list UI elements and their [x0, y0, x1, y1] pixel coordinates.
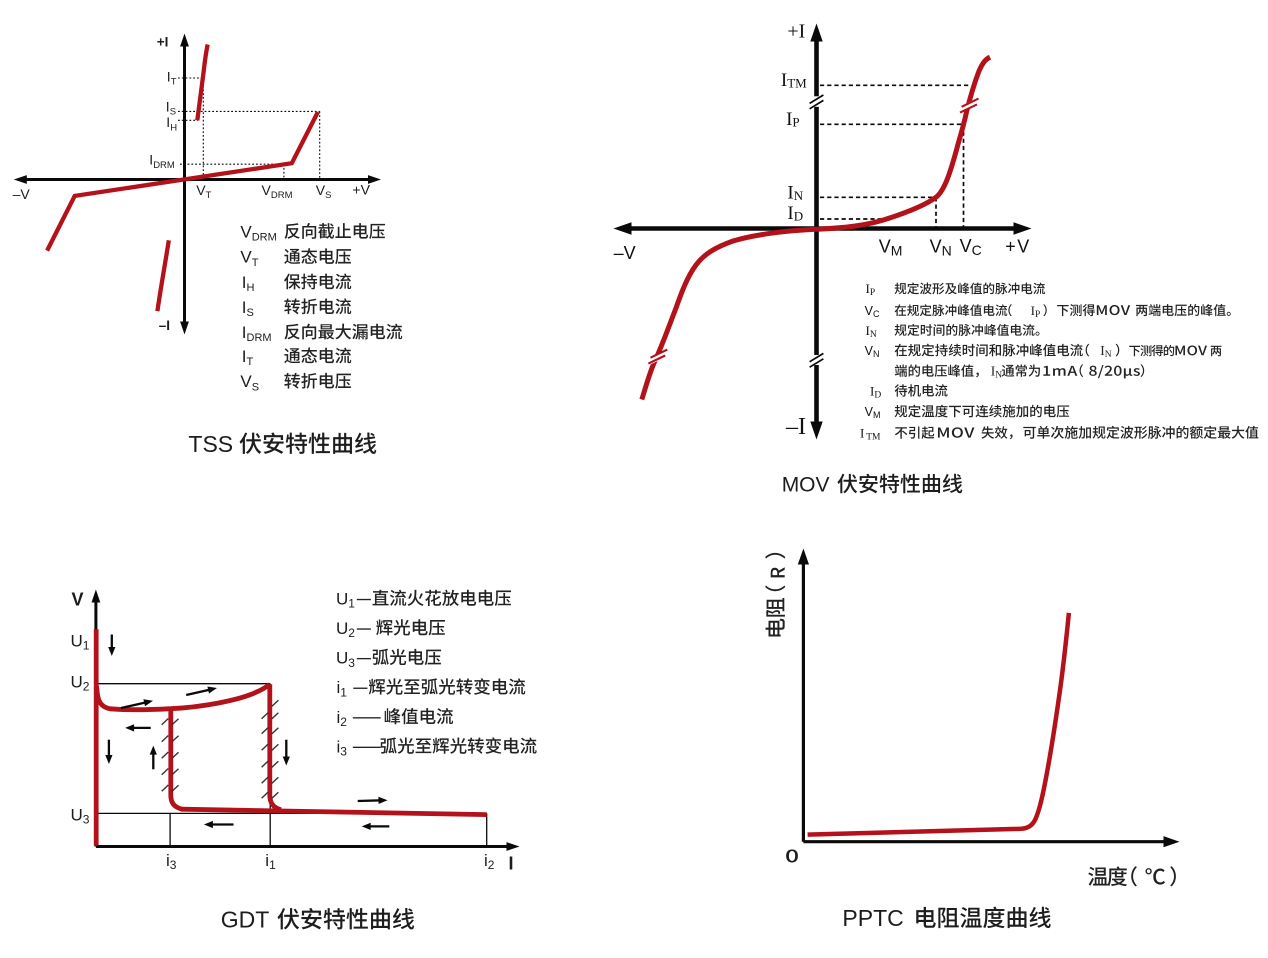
svg-text:–V: –V [13, 186, 31, 202]
svg-text:IDRM: IDRM [242, 323, 272, 344]
svg-text:VN: VN [865, 344, 880, 359]
svg-text:VM: VM [865, 405, 881, 420]
svg-text:U3: U3 [71, 806, 90, 827]
svg-text:VC: VC [960, 236, 982, 258]
svg-text:+V: +V [1005, 237, 1031, 257]
svg-text:V: V [72, 590, 84, 610]
svg-text:ID: ID [870, 384, 881, 401]
svg-text:IT: IT [167, 68, 177, 87]
svg-text:VT: VT [196, 182, 211, 201]
svg-text:IP: IP [786, 109, 800, 130]
svg-text:–I: –I [785, 414, 806, 440]
svg-text:PPTC: PPTC [842, 905, 903, 931]
svg-text:+I: +I [787, 21, 805, 43]
svg-text:U3: U3 [336, 649, 355, 670]
svg-text:ITM: ITM [781, 70, 807, 91]
svg-text:i2: i2 [337, 708, 348, 729]
svg-text:IP: IP [1031, 303, 1041, 320]
svg-text:U1: U1 [336, 590, 355, 611]
svg-text:i1: i1 [265, 851, 276, 872]
svg-text:–V: –V [614, 243, 636, 263]
svg-text:VDRM: VDRM [240, 222, 276, 243]
svg-text:TSS: TSS [188, 431, 233, 457]
svg-text:VS: VS [316, 182, 332, 201]
svg-text:U1: U1 [71, 632, 90, 653]
svg-text:+V: +V [352, 181, 370, 197]
svg-text:i1: i1 [337, 678, 348, 699]
svg-text:VDRM: VDRM [262, 182, 293, 201]
svg-text:MOV: MOV [782, 474, 830, 497]
svg-text:i3: i3 [166, 851, 177, 872]
svg-text:i3: i3 [337, 737, 348, 758]
svg-text:–I: –I [159, 318, 170, 333]
svg-text:IN: IN [991, 364, 1003, 381]
svg-text:VN: VN [930, 237, 952, 259]
svg-text:I: I [509, 854, 514, 874]
svg-text:IT: IT [242, 347, 254, 368]
svg-text:I TM: I TM [860, 426, 881, 443]
svg-text:IH: IH [166, 114, 177, 133]
svg-text:VC: VC [865, 304, 880, 319]
svg-text:IN: IN [787, 182, 803, 203]
svg-text:IDRM: IDRM [149, 152, 175, 171]
svg-text:+I: +I [157, 34, 169, 49]
svg-text:U2: U2 [71, 673, 90, 694]
svg-text:GDT: GDT [221, 907, 270, 933]
svg-text:i2: i2 [484, 851, 495, 872]
svg-text:U2: U2 [336, 619, 355, 640]
svg-text:ID: ID [787, 203, 803, 224]
svg-text:VM: VM [879, 237, 903, 259]
svg-text:IH: IH [242, 273, 255, 294]
svg-text:VS: VS [240, 372, 259, 393]
svg-text:IS: IS [166, 98, 176, 117]
svg-text:IN: IN [866, 323, 877, 340]
svg-text:IN: IN [1100, 343, 1112, 360]
svg-text:IP: IP [866, 281, 876, 298]
svg-text:VT: VT [240, 248, 258, 269]
svg-text:IS: IS [242, 298, 254, 319]
